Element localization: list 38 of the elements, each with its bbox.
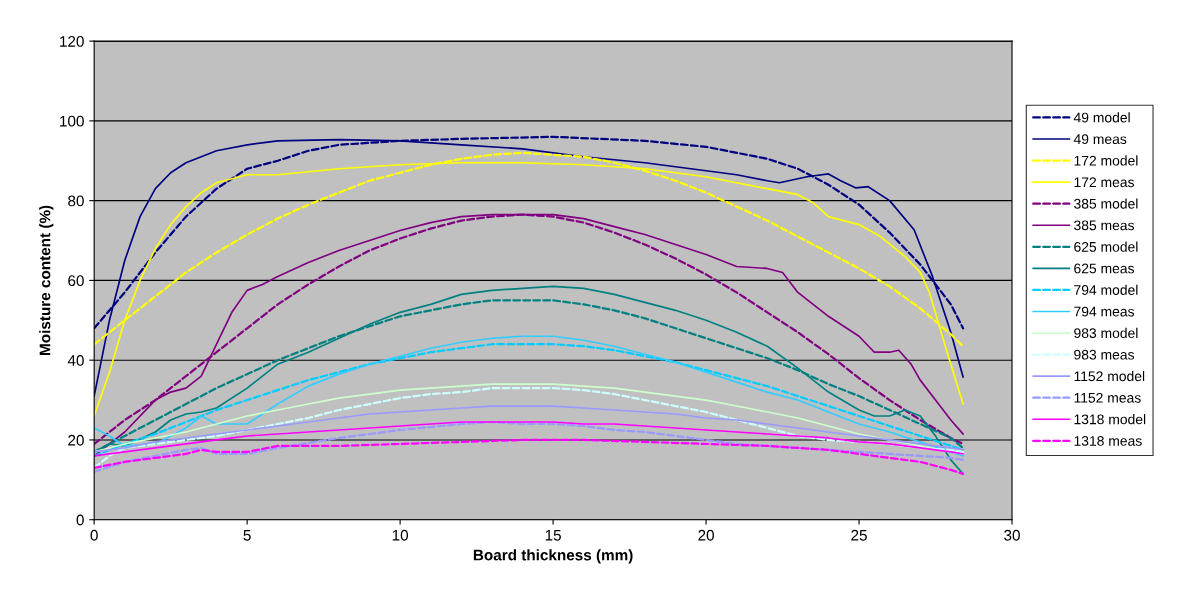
line-series [94, 420, 965, 473]
x-tick-label: 15 [545, 530, 561, 541]
legend-label: 172 meas [1074, 177, 1135, 188]
legend-label: 794 meas [1074, 306, 1135, 317]
x-tick-label: 0 [90, 529, 98, 541]
legend-label: 625 meas [1074, 263, 1135, 274]
y-tick-label: 20 [68, 434, 84, 446]
legend-label: 49 model [1073, 112, 1130, 123]
y-tick-label: 100 [60, 115, 84, 127]
line-series [94, 138, 964, 397]
x-tick-label: 25 [851, 529, 867, 541]
y-tick-label: 80 [68, 195, 84, 207]
line-series [94, 421, 964, 457]
legend-label: 983 meas [1074, 349, 1135, 360]
x-tick-label: 30 [1004, 529, 1020, 541]
line-series [94, 386, 965, 469]
y-tick-label: 60 [68, 275, 84, 287]
y-tick-label: 40 [67, 355, 84, 366]
line-series [94, 405, 964, 453]
legend-label: 625 model [1074, 241, 1138, 252]
legend-label: 172 model [1074, 155, 1138, 166]
legend-label: 385 model [1074, 198, 1138, 209]
legend-label: 385 meas [1074, 220, 1135, 231]
legend-label: 1318 model [1074, 414, 1146, 425]
x-tick-label: 5 [243, 530, 251, 541]
line-series [94, 438, 965, 475]
legend-label: 794 model [1074, 284, 1138, 295]
legend-label: 983 model [1074, 327, 1138, 339]
y-tick-label: 0 [76, 514, 84, 526]
y-tick-label: 120 [60, 35, 84, 47]
y-axis-title: Moisture content (%) [39, 205, 54, 355]
x-tick-label: 20 [698, 529, 714, 541]
legend-label: 49 meas [1073, 134, 1127, 145]
x-axis-title: Board thickness (mm) [473, 549, 633, 564]
legend-label: 1152 meas [1074, 392, 1141, 403]
x-tick-label: 10 [392, 529, 409, 541]
legend-label: 1152 model [1074, 370, 1145, 382]
legend-label: 1318 meas [1074, 436, 1142, 446]
